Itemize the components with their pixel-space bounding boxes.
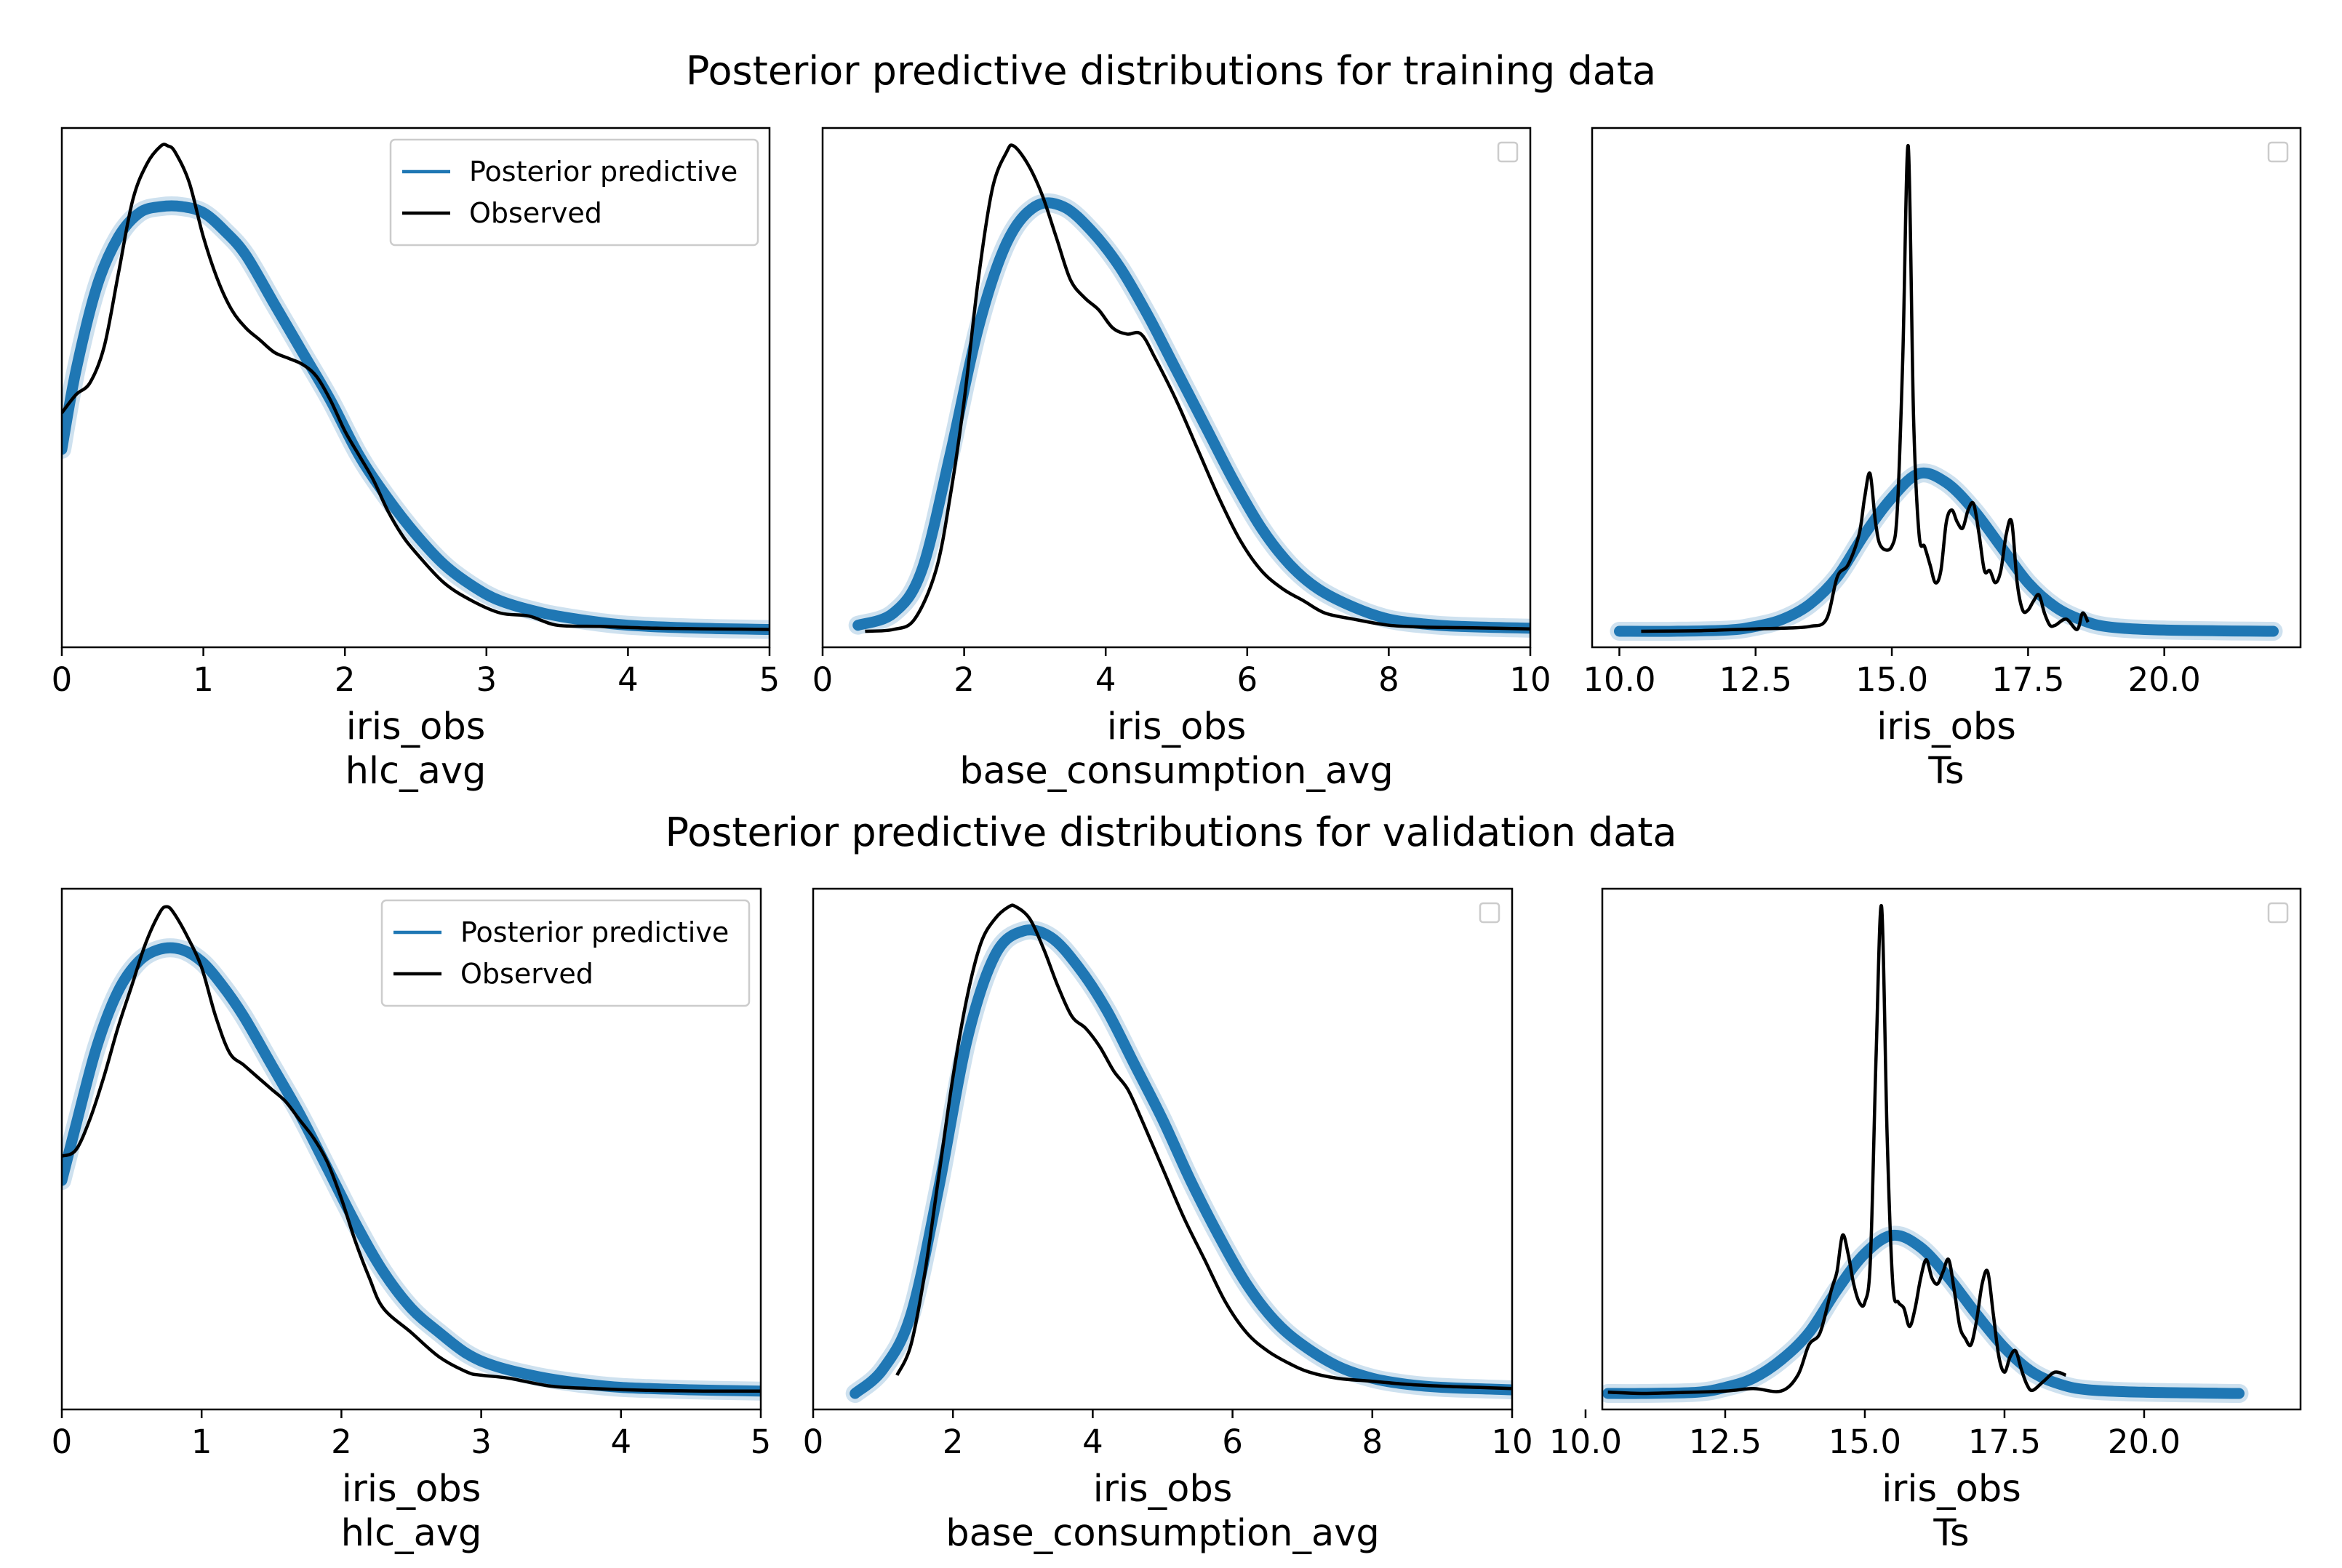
axes-frame (60, 127, 771, 649)
posterior-predictive-line (852, 197, 1530, 634)
x-tick-label: 10 (1491, 1423, 1532, 1461)
x-tick-label: 2 (331, 1423, 352, 1461)
legend-entry: Posterior predictive (460, 916, 729, 948)
observed-line (62, 905, 761, 1393)
legend-box (380, 899, 751, 1007)
x-axis-label: iris_obs (1107, 705, 1247, 748)
posterior-predictive-line (1602, 1229, 2245, 1399)
x-axis-sublabel: Ts (1933, 1512, 1969, 1555)
plot-area (848, 143, 1530, 638)
x-tick-label: 20.0 (2128, 660, 2201, 699)
x-axis-label: iris_obs (1882, 1468, 2021, 1511)
x-axis-sublabel: hlc_avg (345, 750, 487, 793)
x-axis-sublabel: hlc_avg (341, 1512, 482, 1555)
empty-legend-box (2267, 141, 2289, 163)
training-title: Posterior predictive distributions for t… (686, 48, 1656, 94)
plot-area (62, 143, 770, 639)
axes-frame (1591, 127, 2302, 649)
observed-line (62, 143, 770, 631)
x-tick-label: 2 (943, 1423, 964, 1461)
x-tick-label: 3 (471, 1423, 492, 1461)
legend-entry: Posterior predictive (469, 156, 738, 188)
legend: Posterior predictive Observed (380, 899, 751, 1007)
empty-legend-box (1497, 141, 1519, 163)
plot-area (1610, 144, 2283, 641)
x-tick-label: 2 (335, 660, 356, 699)
x-tick-label: 15.0 (1829, 1423, 1901, 1461)
legend-entry: Observed (469, 197, 602, 229)
empty-legend-box (2267, 902, 2289, 924)
posterior-predictive-line (1614, 467, 2279, 637)
x-tick-label: 12.5 (1689, 1423, 1762, 1461)
x-tick-label: 8 (1378, 660, 1399, 699)
axes-frame (812, 887, 1514, 1411)
x-tick-label: 20.0 (2108, 1423, 2181, 1461)
x-tick-label: 1 (191, 1423, 212, 1461)
axes-frame (60, 887, 762, 1411)
x-tick-label: 17.5 (1991, 660, 2064, 699)
x-tick-label: 1 (193, 660, 214, 699)
x-tick-label: 3 (476, 660, 497, 699)
x-tick-label: 5 (759, 660, 780, 699)
x-tick-label: 4 (618, 660, 639, 699)
x-tick-label: 17.5 (1968, 1423, 2041, 1461)
empty-legend-box (1479, 902, 1500, 924)
validation-title: Posterior predictive distributions for v… (666, 809, 1677, 855)
x-axis-sublabel: Ts (1927, 750, 1964, 793)
x-tick-label: 0 (52, 660, 73, 699)
x-tick-label: 8 (1362, 1423, 1383, 1461)
x-axis-label: iris_obs (342, 1468, 481, 1511)
plot-area (1602, 903, 2249, 1404)
x-tick-label: 10.0 (1583, 660, 1655, 699)
x-tick-label: 10.0 (1549, 1423, 1622, 1461)
x-axis-sublabel: base_consumption_avg (959, 750, 1394, 793)
legend-box (389, 138, 759, 247)
plot-area (62, 905, 761, 1401)
x-tick-label: 6 (1236, 660, 1258, 699)
observed-line (1641, 144, 2090, 633)
x-axis-sublabel: base_consumption_avg (946, 1512, 1380, 1555)
x-axis-label: iris_obs (1093, 1468, 1233, 1511)
x-tick-label: 12.5 (1719, 660, 1792, 699)
x-tick-label: 0 (812, 660, 834, 699)
x-tick-label: 2 (954, 660, 975, 699)
x-tick-label: 0 (803, 1423, 824, 1461)
x-tick-label: 0 (52, 1423, 73, 1461)
x-tick-label: 5 (751, 1423, 772, 1461)
observed-line (1607, 903, 2067, 1396)
legend-entry: Observed (460, 958, 594, 990)
x-tick-label: 10 (1509, 660, 1551, 699)
observed-line (865, 143, 1530, 633)
x-tick-label: 4 (610, 1423, 631, 1461)
legend: Posterior predictive Observed (389, 138, 759, 247)
observed-line (895, 903, 1512, 1391)
x-tick-label: 4 (1082, 1423, 1103, 1461)
x-axis-label: iris_obs (346, 705, 486, 748)
axes-frame (1601, 887, 2302, 1411)
x-tick-label: 15.0 (1855, 660, 1928, 699)
x-tick-label: 6 (1222, 1423, 1243, 1461)
plot-area (845, 903, 1512, 1403)
x-tick-label: 4 (1095, 660, 1116, 699)
x-axis-label: iris_obs (1877, 705, 2016, 748)
axes-frame (821, 127, 1532, 649)
posterior-predictive-line (850, 924, 1512, 1399)
